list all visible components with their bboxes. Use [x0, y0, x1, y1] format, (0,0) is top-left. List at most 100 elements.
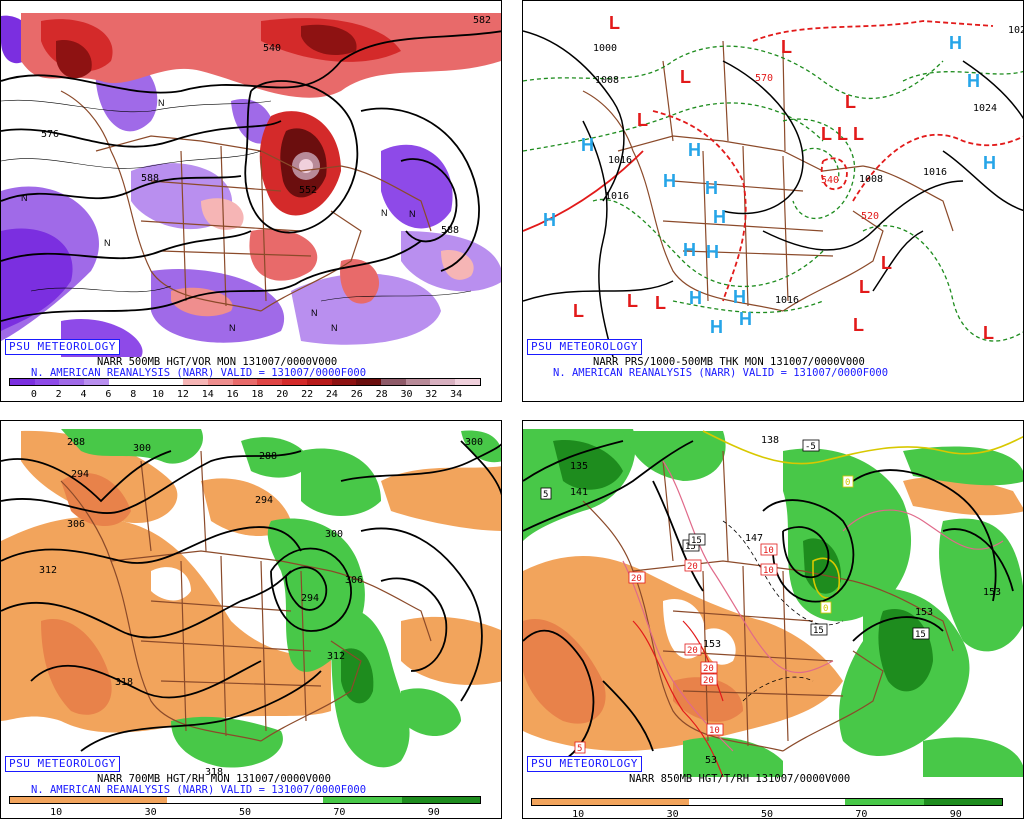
svg-text:1008: 1008 — [595, 75, 619, 86]
warm-temperature-contours — [632, 620, 724, 777]
svg-text:138: 138 — [761, 435, 779, 446]
map-title: NARR 850MB HGT/T/RH 131007/0000V000 — [629, 773, 851, 785]
svg-text:L: L — [573, 301, 584, 321]
svg-text:L: L — [627, 291, 638, 311]
rh-colorbar — [9, 796, 481, 804]
map-subtitle: N. AMERICAN REANALYSIS (NARR) VALID = 13… — [31, 784, 367, 796]
svg-text:5: 5 — [543, 490, 548, 500]
temperature-label: 20 — [684, 559, 702, 572]
colorbar-tick-label: 16 — [226, 389, 239, 400]
svg-text:306: 306 — [67, 519, 85, 530]
colorbar-segment — [84, 379, 109, 385]
map-title: NARR 500MB HGT/VOR MON 131007/0000V000 — [97, 356, 338, 368]
svg-text:570: 570 — [755, 73, 773, 84]
colorbar-tick-label: 10 — [152, 389, 165, 400]
colorbar-segment — [183, 379, 208, 385]
vorticity-colorbar — [9, 378, 481, 386]
colorbar-segment — [207, 379, 233, 385]
colorbar-tick-label: 50 — [760, 809, 774, 819]
svg-text:300: 300 — [325, 529, 343, 540]
colorbar-segment — [306, 379, 332, 385]
svg-text:294: 294 — [255, 495, 273, 506]
svg-text:153: 153 — [703, 639, 721, 650]
colorbar-segment — [133, 379, 159, 385]
svg-text:1016: 1016 — [923, 167, 947, 178]
temperature-label: 5 — [540, 487, 552, 500]
svg-text:1024: 1024 — [973, 103, 997, 114]
svg-text:10: 10 — [763, 566, 774, 576]
political-borders — [60, 450, 432, 742]
svg-text:N: N — [158, 98, 165, 108]
rh-colorbar-ticks: 10 30 50 70 90 — [531, 809, 1003, 819]
svg-text:1024: 1024 — [1008, 25, 1024, 36]
colorbar-segment — [158, 379, 184, 385]
svg-text:L: L — [609, 13, 620, 33]
svg-text:H: H — [949, 33, 962, 53]
svg-text:-5: -5 — [805, 442, 816, 452]
svg-text:H: H — [713, 207, 726, 227]
svg-text:576: 576 — [41, 129, 59, 140]
colorbar-tick-label: 30 — [666, 809, 679, 819]
colorbar-tick-label: 18 — [251, 389, 264, 400]
svg-text:N: N — [229, 323, 236, 333]
svg-text:306: 306 — [345, 575, 363, 586]
political-borders — [582, 450, 954, 752]
height-labels: 135 141 147 153 153 153 53 138 — [570, 435, 1001, 766]
colorbar-tick-label: 30 — [400, 389, 413, 400]
svg-text:L: L — [853, 315, 864, 335]
svg-text:5: 5 — [577, 744, 582, 754]
colorbar-tick-label: 20 — [276, 389, 289, 400]
svg-text:15: 15 — [813, 626, 824, 636]
colorbar-tick-label: 10 — [572, 809, 585, 819]
svg-text:H: H — [705, 178, 718, 198]
svg-text:300: 300 — [465, 437, 483, 448]
temperature-label: 20 — [684, 643, 702, 656]
svg-text:L: L — [637, 110, 648, 130]
svg-text:10: 10 — [763, 546, 774, 556]
svg-text:294: 294 — [71, 469, 89, 480]
contour-labels: 288 300 294 288 294 306 312 300 306 318 … — [39, 437, 483, 778]
colorbar-tick-label: 28 — [375, 389, 388, 400]
political-borders — [60, 90, 432, 312]
svg-text:540: 540 — [263, 43, 281, 54]
svg-text:1008: 1008 — [859, 174, 883, 185]
svg-text:300: 300 — [133, 443, 151, 454]
colorbar-tick-label: 2 — [55, 389, 62, 400]
vorticity-colorbar-ticks: 0 2 4 6 8 10 12 14 16 18 20 22 24 26 28 30 32 34 — [9, 389, 481, 401]
psu-meteorology-badge: PSU METEOROLOGY — [5, 756, 120, 772]
temperature-label: 20 — [700, 661, 718, 674]
colorbar-tick-label: 22 — [301, 389, 314, 400]
colorbar-tick-label: 10 — [50, 807, 63, 818]
colorbar-tick-label: 0 — [30, 389, 37, 400]
svg-text:20: 20 — [631, 574, 642, 584]
isobar-labels: 1000 1008 1016 1016 1008 1016 1016 1024 … — [593, 25, 1024, 306]
svg-text:20: 20 — [703, 664, 714, 674]
svg-text:L: L — [821, 124, 832, 144]
svg-text:20: 20 — [687, 562, 698, 572]
colorbar-tick-label: 70 — [855, 809, 868, 819]
colorbar-segment — [257, 379, 283, 385]
svg-text:H: H — [663, 171, 676, 191]
temperature-label: 10 — [760, 543, 778, 556]
psu-meteorology-badge: PSU METEOROLOGY — [527, 339, 642, 355]
colorbar-segment — [455, 379, 480, 385]
colorbar-segment — [430, 379, 456, 385]
colorbar-tick-label: 34 — [450, 389, 463, 400]
svg-text:L: L — [983, 323, 994, 343]
temperature-label: 10 — [706, 723, 724, 736]
svg-text:318: 318 — [205, 767, 223, 778]
low-pressure-centers: LLL LLL L LL LLL L LL — [573, 13, 994, 343]
map-500mb: 540 576 588 552 588 582 N N N N N N N N — [1, 13, 501, 357]
svg-text:294: 294 — [301, 593, 319, 604]
high-pressure-centers: HHH H HH H HH HH H HHH — [543, 33, 996, 337]
temperature-label: 20 — [628, 571, 646, 584]
svg-text:318: 318 — [115, 677, 133, 688]
svg-text:H: H — [689, 288, 702, 308]
thickness-labels: 570 540 520 — [755, 73, 879, 222]
svg-text:H: H — [710, 317, 723, 337]
svg-text:288: 288 — [67, 437, 85, 448]
svg-text:135: 135 — [570, 461, 588, 472]
colorbar-segment — [232, 379, 258, 385]
svg-text:552: 552 — [299, 185, 317, 196]
map-subtitle: N. AMERICAN REANALYSIS (NARR) VALID = 13… — [31, 367, 367, 379]
